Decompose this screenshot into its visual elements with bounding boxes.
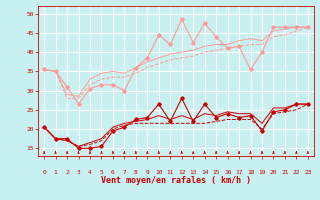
X-axis label: Vent moyen/en rafales ( km/h ): Vent moyen/en rafales ( km/h ) [101, 176, 251, 185]
